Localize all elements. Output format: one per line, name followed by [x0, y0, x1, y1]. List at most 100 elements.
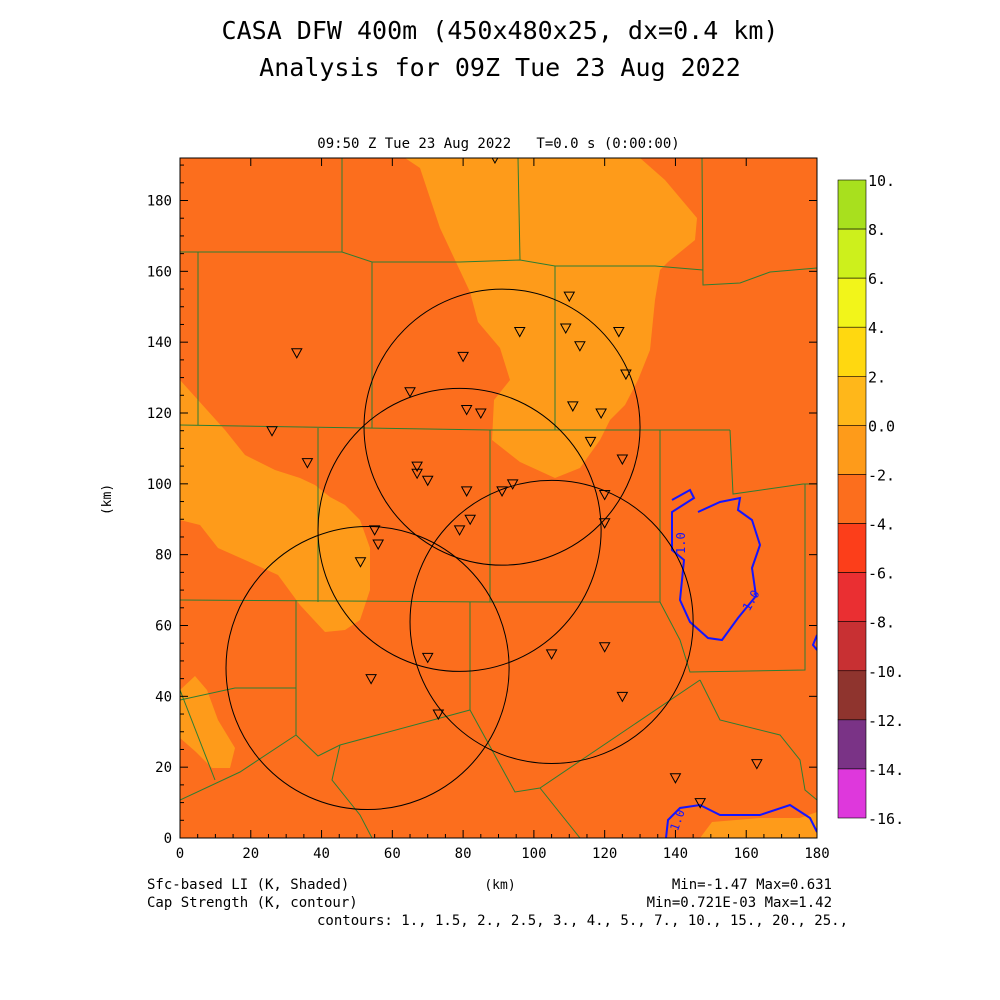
y-tick-label: 140 [147, 335, 172, 351]
y-axis-label: (km) [100, 483, 116, 516]
y-tick-label: 0 [164, 831, 172, 847]
colorbar-swatch [837, 277, 867, 328]
colorbar-label: -10. [868, 663, 904, 681]
station-marker-icon [290, 348, 303, 359]
station-marker-icon [460, 404, 473, 416]
station-marker-icon [421, 652, 434, 664]
colorbar-label: -8. [868, 614, 895, 632]
x-tick-label: 180 [804, 846, 829, 862]
x-tick-label: 120 [592, 846, 617, 862]
station-marker-icon [496, 486, 508, 497]
colorbar-swatch [837, 572, 867, 622]
station-marker-icon [464, 514, 477, 526]
colorbar-swatch [837, 621, 867, 672]
station-marker-icon [612, 327, 625, 338]
shaded-field [180, 158, 817, 838]
colorbar-swatch [837, 179, 867, 230]
cap-strength-contours [665, 488, 817, 838]
station-marker-icon [513, 327, 526, 338]
main-title: CASA DFW 400m (450x480x25, dx=0.4 km) [221, 16, 779, 45]
plot-time-title: 09:50 Z Tue 23 Aug 2022 T=0.0 s (0:00:00… [317, 136, 680, 152]
station-marker-icon [584, 436, 597, 448]
radar-ring [225, 525, 510, 811]
radar-ring [363, 288, 641, 566]
colorbar-label: 4. [868, 319, 886, 337]
y-tick-label: 100 [147, 477, 172, 493]
x-tick-label: 140 [663, 846, 688, 862]
colorbar-label: 10. [868, 172, 895, 190]
station-marker-icon [559, 323, 572, 335]
colorbar-label: -16. [868, 810, 904, 828]
colorbar-swatch [837, 719, 867, 770]
station-marker-icon [694, 798, 707, 809]
contour-field-label: Cap Strength (K, contour) [147, 895, 358, 911]
colorbar-swatch [837, 376, 867, 426]
colorbar-label: -2. [868, 466, 895, 484]
station-marker-icon [750, 759, 763, 770]
y-tick-label: 120 [147, 406, 172, 422]
contour-line-edge [811, 634, 817, 651]
y-axis: 0 20 40 60 80 100 120 140 160 180 [147, 164, 817, 847]
y-tick-label: 80 [155, 548, 172, 564]
station-marker-icon [453, 525, 466, 536]
shaded-field-label: Sfc-based LI (K, Shaded) [147, 877, 350, 893]
station-marker-icon [301, 458, 314, 469]
station-marker-icon [595, 408, 607, 420]
station-marker-icon [365, 674, 377, 685]
station-marker-icon [566, 401, 579, 412]
station-marker-icon [372, 539, 385, 551]
station-marker-icon [620, 369, 632, 381]
y-tick-label: 40 [155, 689, 172, 705]
x-tick-label: 80 [455, 846, 472, 862]
station-marker-icon [368, 525, 381, 536]
colorbar-swatch [837, 326, 867, 377]
x-tick-label: 60 [384, 846, 401, 862]
colorbar-label: -6. [868, 565, 895, 583]
x-tick-label: 40 [313, 846, 330, 862]
colorbar-label: 6. [868, 270, 886, 288]
colorbar-swatch [837, 425, 867, 475]
field-positive-region-north [405, 158, 697, 478]
y-tick-label: 160 [147, 264, 172, 280]
station-marker-icon [266, 426, 278, 437]
station-marker-icon [598, 642, 611, 653]
station-marker-icon [457, 351, 469, 363]
x-tick-label: 100 [521, 846, 546, 862]
radar-ring [317, 387, 602, 672]
colorbar-swatch [837, 523, 867, 573]
colorbar-label: -4. [868, 516, 895, 534]
station-marker-icon [411, 461, 423, 473]
station-markers [266, 158, 763, 809]
y-tick-label: 180 [147, 194, 172, 210]
contour-line-east [671, 488, 762, 642]
contour-label: 1.0 [674, 532, 688, 554]
station-marker-icon [411, 468, 423, 480]
county-boundaries [180, 158, 817, 838]
colorbar-label: -14. [868, 761, 904, 779]
station-marker-icon [404, 387, 416, 398]
x-tick-label: 160 [734, 846, 759, 862]
colorbar-label: -12. [868, 712, 904, 730]
contour-label: 1.0 [667, 808, 688, 833]
radar-ring [409, 479, 694, 765]
station-marker-icon [598, 489, 611, 501]
station-marker-icon [460, 486, 473, 497]
colorbar-label: 2. [868, 368, 886, 386]
field-positive-region-west [180, 380, 370, 632]
station-marker-icon [616, 454, 629, 466]
station-marker-icon [421, 475, 434, 487]
station-marker-icon [598, 518, 611, 529]
x-tick-label: 0 [176, 846, 184, 862]
x-tick-label: 20 [242, 846, 259, 862]
contour-min-max: Min=0.721E-03 Max=1.42 [646, 895, 832, 911]
station-marker-icon [563, 291, 576, 303]
station-marker-icon [545, 649, 558, 660]
field-positive-region-southwest [180, 676, 235, 768]
station-marker-icon [616, 691, 629, 703]
field-positive-region-southeast [700, 812, 817, 838]
contour-levels: contours: 1., 1.5, 2., 2.5, 3., 4., 5., … [316, 913, 848, 929]
colorbar-swatch [837, 474, 867, 524]
colorbar-swatch [837, 670, 867, 721]
station-marker-icon [432, 709, 445, 721]
radar-rings [225, 288, 694, 811]
